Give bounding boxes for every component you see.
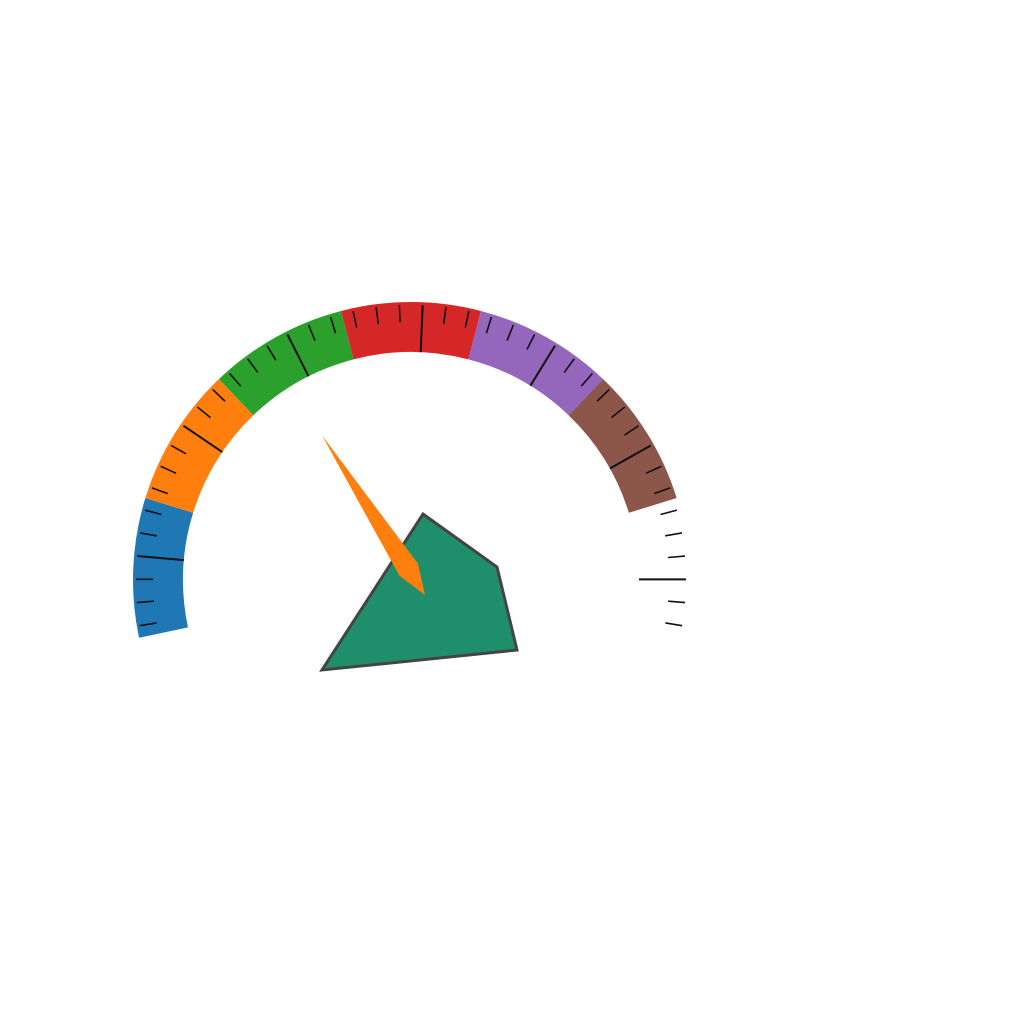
gauge-minor-tick	[661, 510, 677, 514]
gauge-minor-tick	[668, 556, 685, 557]
gauge-minor-tick	[665, 533, 682, 536]
gauge-minor-tick	[399, 305, 400, 322]
gauge-hub-polygon	[322, 514, 517, 670]
gauge-minor-tick	[665, 623, 682, 626]
gauge-band-1	[133, 498, 193, 638]
gauge-band-4	[341, 302, 481, 359]
gauge-minor-tick	[668, 601, 685, 602]
gauge-needle	[322, 435, 425, 595]
gauge-band-6	[569, 379, 677, 513]
gauge-band-2	[145, 379, 253, 513]
